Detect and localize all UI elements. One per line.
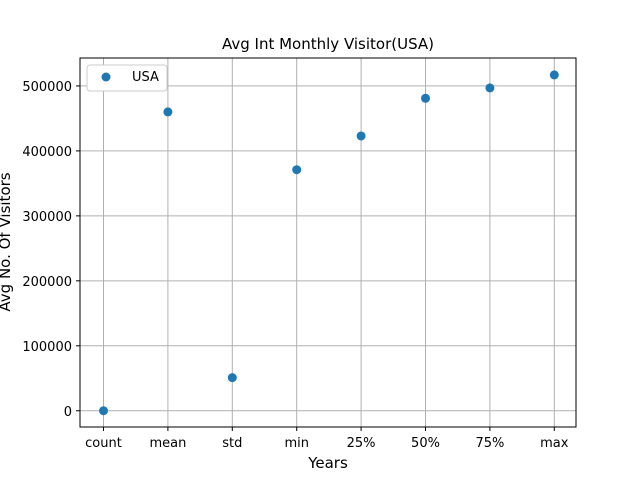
x-tick-label: min <box>284 436 309 451</box>
legend-marker <box>101 72 111 82</box>
data-point <box>549 70 559 80</box>
y-tick-label: 100000 <box>22 340 72 355</box>
y-tick-label: 0 <box>64 405 72 420</box>
x-axis: count mean std min 25% 50% 75% max <box>85 427 569 451</box>
data-point <box>163 107 173 117</box>
y-tick-label: 400000 <box>22 145 72 160</box>
plot-area <box>79 57 577 428</box>
y-tick-label: 300000 <box>22 210 72 225</box>
x-axis-title: Years <box>307 454 348 472</box>
chart-title: Avg Int Monthly Visitor(USA) <box>222 35 434 53</box>
y-tick-label: 200000 <box>22 275 72 290</box>
data-point <box>99 406 108 416</box>
data-point <box>356 131 366 141</box>
scatter-points <box>99 70 559 416</box>
x-tick-label: 25% <box>347 436 376 451</box>
y-axis: 0 100000 200000 300000 400000 500000 <box>22 80 80 420</box>
legend: USA <box>86 64 168 92</box>
data-point <box>421 93 430 103</box>
legend-label-usa: USA <box>132 70 159 85</box>
data-point <box>485 83 495 93</box>
grid <box>80 58 576 427</box>
data-point <box>227 373 237 383</box>
y-tick-label: 500000 <box>22 80 72 95</box>
data-point <box>292 165 302 175</box>
x-tick-label: std <box>222 436 242 451</box>
x-tick-label: mean <box>149 436 186 451</box>
y-axis-title: Avg No. Of Visitors <box>0 172 14 311</box>
x-tick-label: 75% <box>475 436 504 451</box>
legend-box <box>86 64 168 92</box>
x-tick-label: max <box>540 436 569 451</box>
x-tick-label: count <box>85 436 122 451</box>
x-tick-label: 50% <box>411 436 440 451</box>
